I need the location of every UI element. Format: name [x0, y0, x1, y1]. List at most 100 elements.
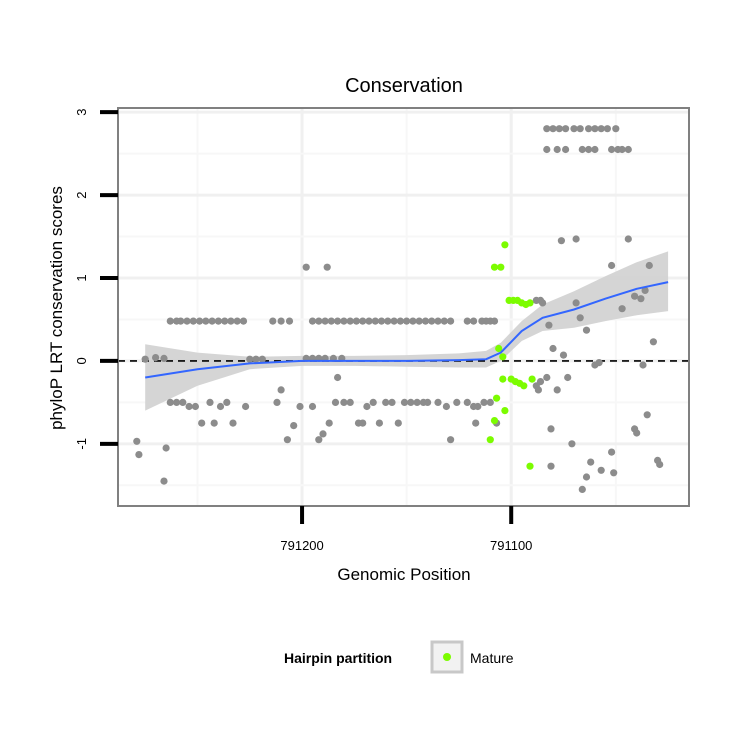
legend: Hairpin partition Mature: [284, 640, 514, 674]
point: [572, 299, 580, 307]
point: [133, 437, 141, 445]
point: [365, 317, 373, 325]
point: [612, 125, 620, 133]
x-axis-label: Genomic Position: [337, 565, 470, 584]
point: [162, 444, 170, 452]
point: [409, 317, 417, 325]
point: [447, 436, 455, 444]
point: [618, 305, 626, 313]
point: [407, 398, 415, 406]
point: [223, 398, 231, 406]
point: [641, 286, 649, 294]
point: [434, 398, 442, 406]
point: [553, 386, 561, 394]
mature-point: [497, 263, 505, 271]
smooth-trend-line: [145, 281, 669, 379]
mature-point: [493, 394, 501, 402]
point: [486, 398, 494, 406]
point: [359, 317, 367, 325]
point: [428, 317, 436, 325]
point: [434, 317, 442, 325]
point: [340, 398, 348, 406]
point: [549, 344, 557, 353]
y-axis-label: phyloP LRT conservation scores: [47, 186, 66, 430]
point: [585, 145, 593, 154]
legend-title: Hairpin partition: [284, 650, 392, 666]
point: [233, 317, 241, 325]
point: [543, 125, 551, 133]
point: [591, 145, 599, 154]
point: [323, 263, 331, 271]
point: [643, 411, 651, 419]
axes-layer: -1 0 1 2 3 791200 791100: [74, 108, 532, 553]
point: [277, 317, 285, 325]
point: [179, 398, 187, 406]
point: [447, 317, 455, 325]
point: [539, 299, 547, 307]
point: [377, 317, 386, 325]
point: [166, 317, 174, 325]
point: [302, 263, 310, 271]
point: [543, 373, 551, 382]
point: [463, 398, 471, 406]
point: [394, 419, 402, 427]
point: [229, 419, 237, 427]
point: [331, 398, 340, 406]
mature-point: [501, 241, 509, 249]
point: [649, 338, 658, 346]
point: [283, 436, 291, 444]
point: [359, 419, 367, 427]
data-points-layer: [133, 125, 664, 493]
point: [352, 317, 360, 325]
smooth-line-layer: [145, 281, 669, 379]
point: [273, 398, 281, 406]
point: [340, 317, 348, 325]
point: [536, 378, 545, 386]
point: [321, 317, 329, 325]
point: [557, 237, 566, 245]
point: [135, 451, 143, 459]
point: [624, 235, 632, 243]
mature-point: [486, 436, 494, 444]
point: [177, 317, 185, 325]
point: [595, 359, 603, 367]
point: [246, 355, 254, 363]
point: [334, 373, 342, 382]
point: [645, 261, 653, 270]
point: [141, 355, 149, 363]
point: [252, 355, 260, 363]
point: [582, 326, 591, 334]
legend-entry-label: Mature: [470, 650, 514, 666]
y-tick-label: 2: [74, 191, 89, 198]
point: [319, 430, 327, 438]
mature-point: [526, 299, 534, 307]
point: [185, 402, 193, 411]
point: [290, 422, 298, 430]
point: [608, 261, 616, 270]
point: [221, 317, 229, 325]
y-tick-label: 3: [74, 108, 89, 115]
point: [576, 314, 584, 322]
point: [568, 440, 576, 448]
point: [549, 125, 557, 133]
point: [534, 386, 543, 394]
legend-key-box: [430, 640, 464, 674]
point: [608, 145, 616, 154]
point: [214, 317, 222, 325]
point: [578, 485, 586, 493]
point: [242, 402, 250, 411]
point: [315, 436, 323, 444]
point: [618, 145, 626, 154]
mature-point: [501, 407, 509, 415]
point: [555, 125, 563, 133]
point: [562, 145, 570, 154]
point: [591, 125, 599, 133]
point: [472, 419, 480, 427]
point: [603, 125, 612, 133]
point: [442, 402, 450, 411]
point: [564, 373, 572, 382]
point: [208, 317, 216, 325]
point: [315, 317, 323, 325]
